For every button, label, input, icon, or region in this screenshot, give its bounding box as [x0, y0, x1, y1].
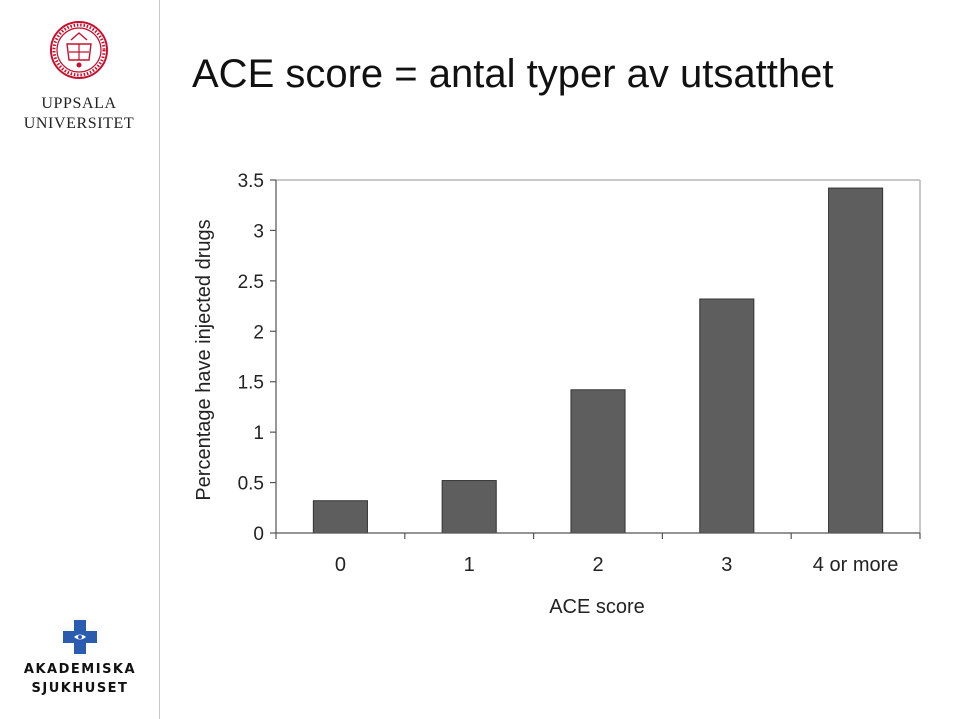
x-tick-label: 3	[721, 554, 732, 576]
bars	[312, 187, 884, 534]
university-seal-icon	[50, 21, 108, 79]
y-tick-label: 2	[253, 322, 264, 343]
slide-title: ACE score = antal typer av utsatthet	[192, 52, 834, 96]
x-tick-label: 4 or more	[813, 554, 899, 576]
bar	[441, 480, 497, 534]
hospital-cross-icon	[63, 620, 97, 654]
sidebar-divider	[159, 0, 160, 719]
bar	[699, 298, 755, 534]
hospital-name-line1: AKADEMISKA	[23, 662, 137, 677]
akademiska-sjukhuset-logo: AKADEMISKA SJUKHUSET	[18, 620, 142, 698]
x-axis: 0 1 2 3 4 or more	[275, 532, 921, 576]
x-tick-label: 0	[335, 554, 346, 576]
x-tick-label: 1	[464, 554, 475, 576]
bar	[312, 500, 368, 534]
y-tick-label: 3	[253, 221, 264, 242]
y-tick-label: 3.5	[238, 171, 264, 192]
university-name-line1: UPPSALA	[41, 95, 117, 112]
x-axis-label: ACE score	[549, 596, 645, 618]
uppsala-university-logo: UPPSALA UNIVERSITET	[20, 20, 138, 134]
bar-chart: 0 0.5 1 1.5 2 2.5 3 3.5 0 1 2 3 4 or more Percentag…	[193, 171, 921, 618]
y-axis: 0 0.5 1 1.5 2 2.5 3 3.5	[238, 171, 921, 545]
y-tick-label: 2.5	[238, 272, 264, 293]
university-name-line2: UNIVERSITET	[23, 115, 135, 132]
y-tick-label: 0	[253, 524, 264, 545]
y-tick-label: 0.5	[238, 474, 264, 495]
x-tick-label: 2	[592, 554, 603, 576]
y-axis-label: Percentage have injected drugs	[193, 219, 215, 500]
hospital-name-line2: SJUKHUSET	[31, 681, 129, 696]
bar	[828, 187, 884, 534]
bar	[570, 389, 626, 534]
y-tick-label: 1.5	[238, 373, 264, 394]
y-tick-label: 1	[253, 423, 264, 444]
